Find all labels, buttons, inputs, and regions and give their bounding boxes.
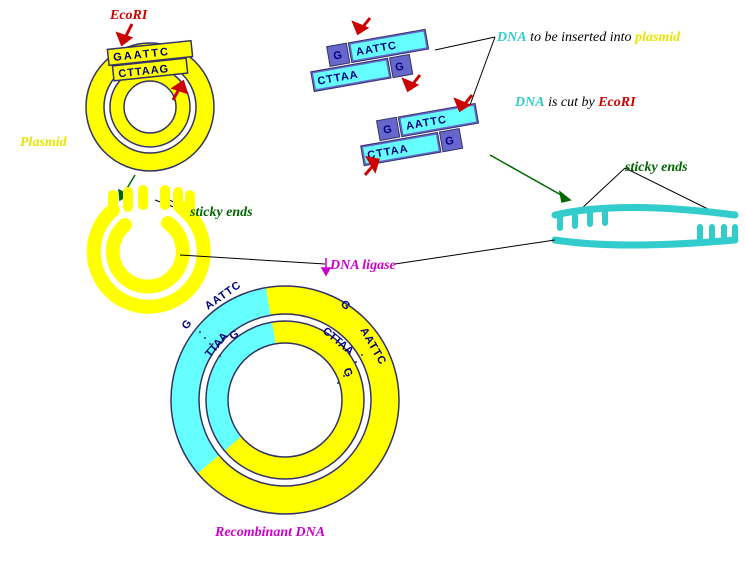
- plasmid-label: Plasmid: [20, 135, 67, 151]
- ligase-label: DNA ligase: [330, 258, 396, 274]
- sticky-right-label: sticky ends: [625, 160, 688, 176]
- insert-line: DNA to be inserted into plasmid: [497, 30, 680, 46]
- cut-plasmid: [94, 190, 204, 307]
- recombinant-label: Recombinant DNA: [215, 525, 325, 541]
- dna-fragments: G AATTC CTTAA G G AATTC CTTAA G: [307, 18, 495, 175]
- plasmid-diagram: GAATTC CTTAAG: [86, 41, 214, 171]
- cut-dna-sticky: [555, 208, 735, 246]
- sticky-left-label: sticky ends: [190, 205, 253, 221]
- svg-text:G: G: [180, 318, 195, 332]
- ecori-label-top: EcoRI: [110, 8, 147, 24]
- cut-line: DNA is cut by EcoRI: [515, 95, 636, 111]
- ligase-arrow: [322, 258, 330, 275]
